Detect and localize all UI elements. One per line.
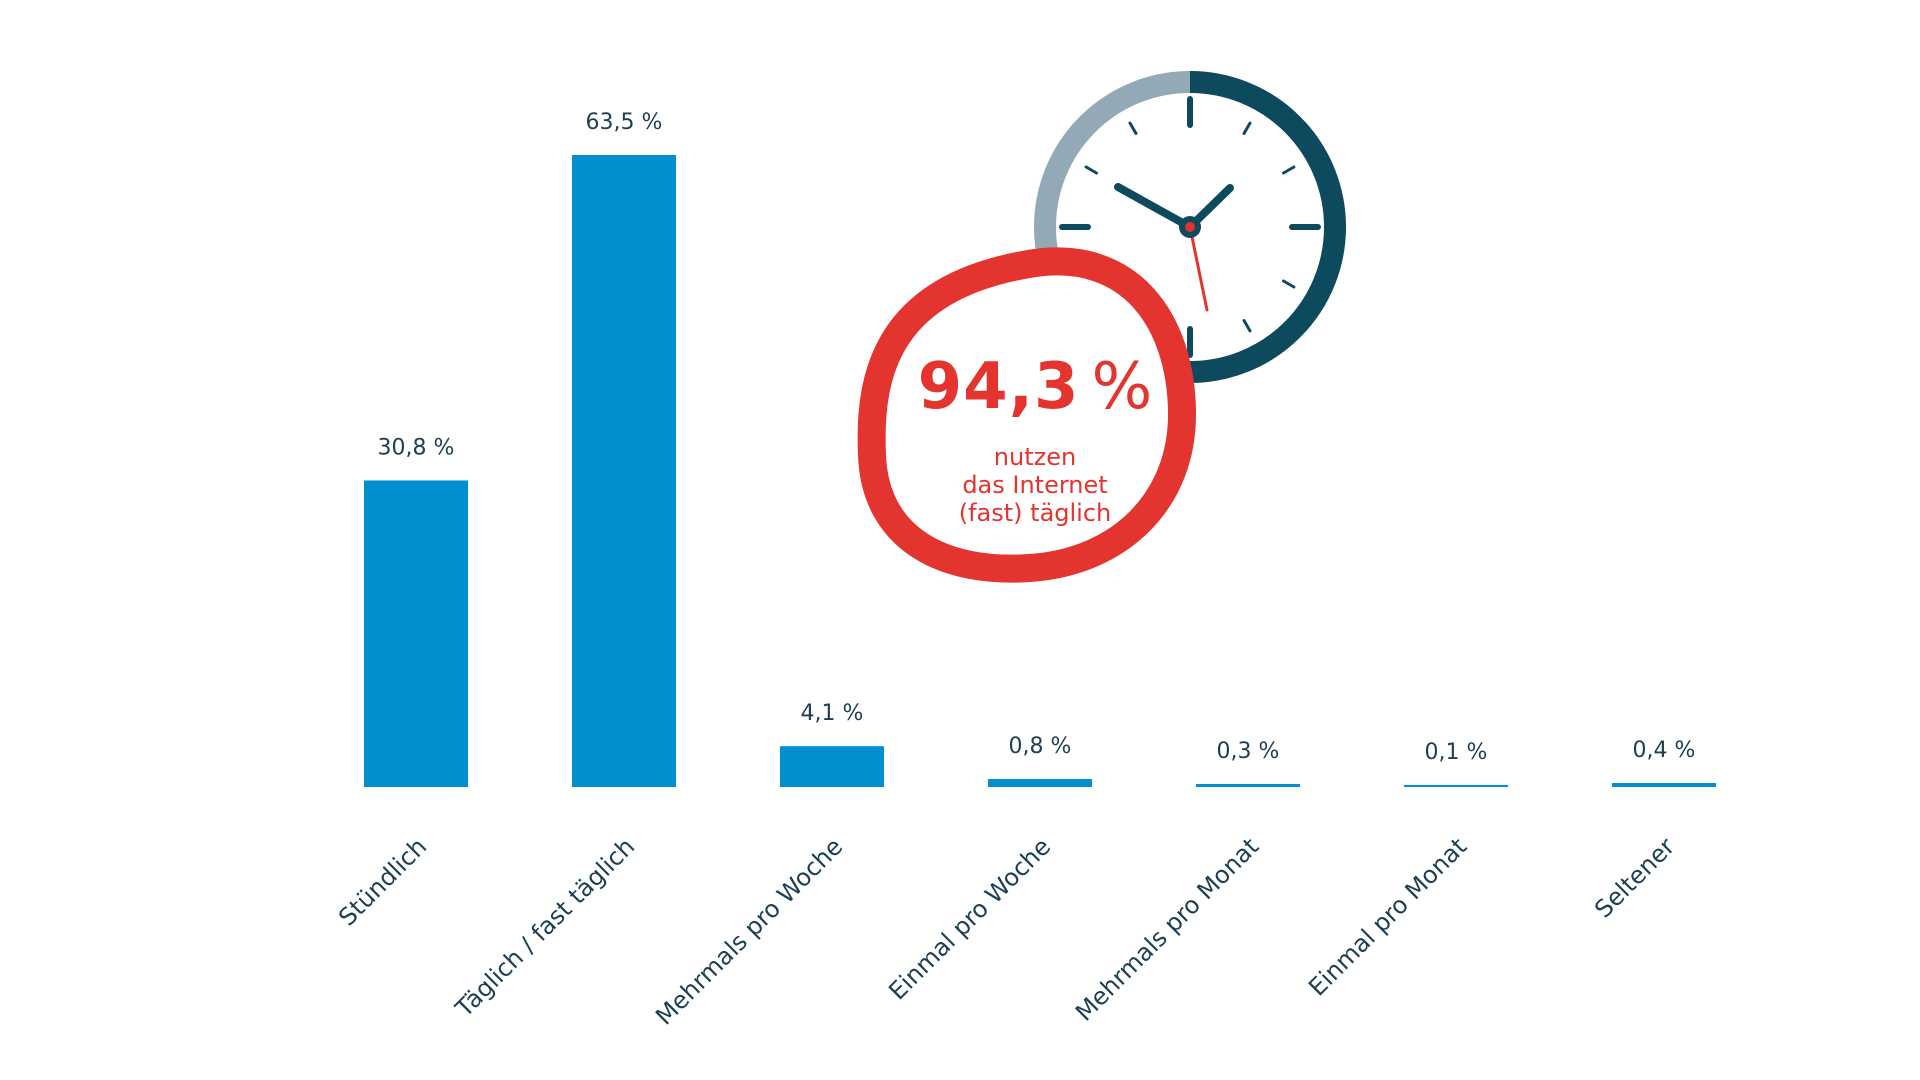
clock-ring-dark bbox=[1189, 71, 1346, 383]
category-label-1: Stündlich bbox=[333, 832, 432, 931]
category-labels-group: Stündlich Täglich / fast täglich Mehrmals … bbox=[333, 832, 1680, 1030]
badge-caption-line-1: nutzen bbox=[993, 443, 1077, 471]
bar-2 bbox=[572, 155, 676, 787]
badge-caption: nutzen das Internet (fast) täglich bbox=[885, 443, 1185, 527]
clock-tick-4 bbox=[1282, 279, 1296, 289]
category-label-7: Seltener bbox=[1589, 832, 1680, 923]
clock-tick-11 bbox=[1128, 121, 1138, 135]
value-label-6: 0,1 % bbox=[1425, 740, 1488, 765]
bar-4 bbox=[988, 779, 1092, 787]
value-labels-group: 30,8 % 63,5 % 4,1 % 0,8 % 0,3 % 0,1 % 0,4 % bbox=[378, 110, 1696, 765]
bar-6 bbox=[1404, 785, 1508, 787]
clock-second-hand bbox=[1188, 225, 1209, 312]
category-label-4: Einmal pro Woche bbox=[883, 832, 1056, 1005]
value-label-5: 0,3 % bbox=[1217, 739, 1280, 764]
clock-tick-2 bbox=[1282, 165, 1296, 175]
bar-3 bbox=[780, 746, 884, 787]
badge-number: 94,3 bbox=[917, 350, 1080, 424]
category-label-2: Täglich / fast täglich bbox=[450, 832, 641, 1023]
clock-tick-10 bbox=[1084, 165, 1098, 175]
bars-group bbox=[364, 155, 1716, 787]
category-label-6: Einmal pro Monat bbox=[1303, 832, 1472, 1001]
badge-unit: % bbox=[1091, 350, 1153, 424]
value-label-1: 30,8 % bbox=[378, 435, 455, 460]
clock-ticks bbox=[1059, 96, 1321, 358]
clock-center-inner bbox=[1185, 222, 1195, 232]
bar-5 bbox=[1196, 784, 1300, 787]
highlight-badge: 94,3% nutzen das Internet (fast) täglich bbox=[885, 275, 1185, 555]
clock-hour-hand bbox=[1114, 183, 1194, 231]
value-label-7: 0,4 % bbox=[1633, 738, 1696, 763]
highlight-badge-shape bbox=[857, 247, 1197, 583]
bar-7 bbox=[1612, 783, 1716, 787]
category-label-3: Mehrmals pro Woche bbox=[650, 832, 848, 1030]
badge-caption-line-2: das Internet bbox=[962, 471, 1108, 499]
clock-tick-5 bbox=[1242, 319, 1252, 333]
badge-headline: 94,3% bbox=[885, 350, 1185, 424]
value-label-4: 0,8 % bbox=[1009, 734, 1072, 759]
bar-1 bbox=[364, 480, 468, 787]
badge-caption-line-3: (fast) täglich bbox=[958, 499, 1112, 527]
value-label-3: 4,1 % bbox=[801, 701, 864, 726]
category-label-5: Mehrmals pro Monat bbox=[1070, 832, 1264, 1026]
clock-tick-1 bbox=[1242, 121, 1252, 135]
value-label-2: 63,5 % bbox=[586, 110, 663, 135]
